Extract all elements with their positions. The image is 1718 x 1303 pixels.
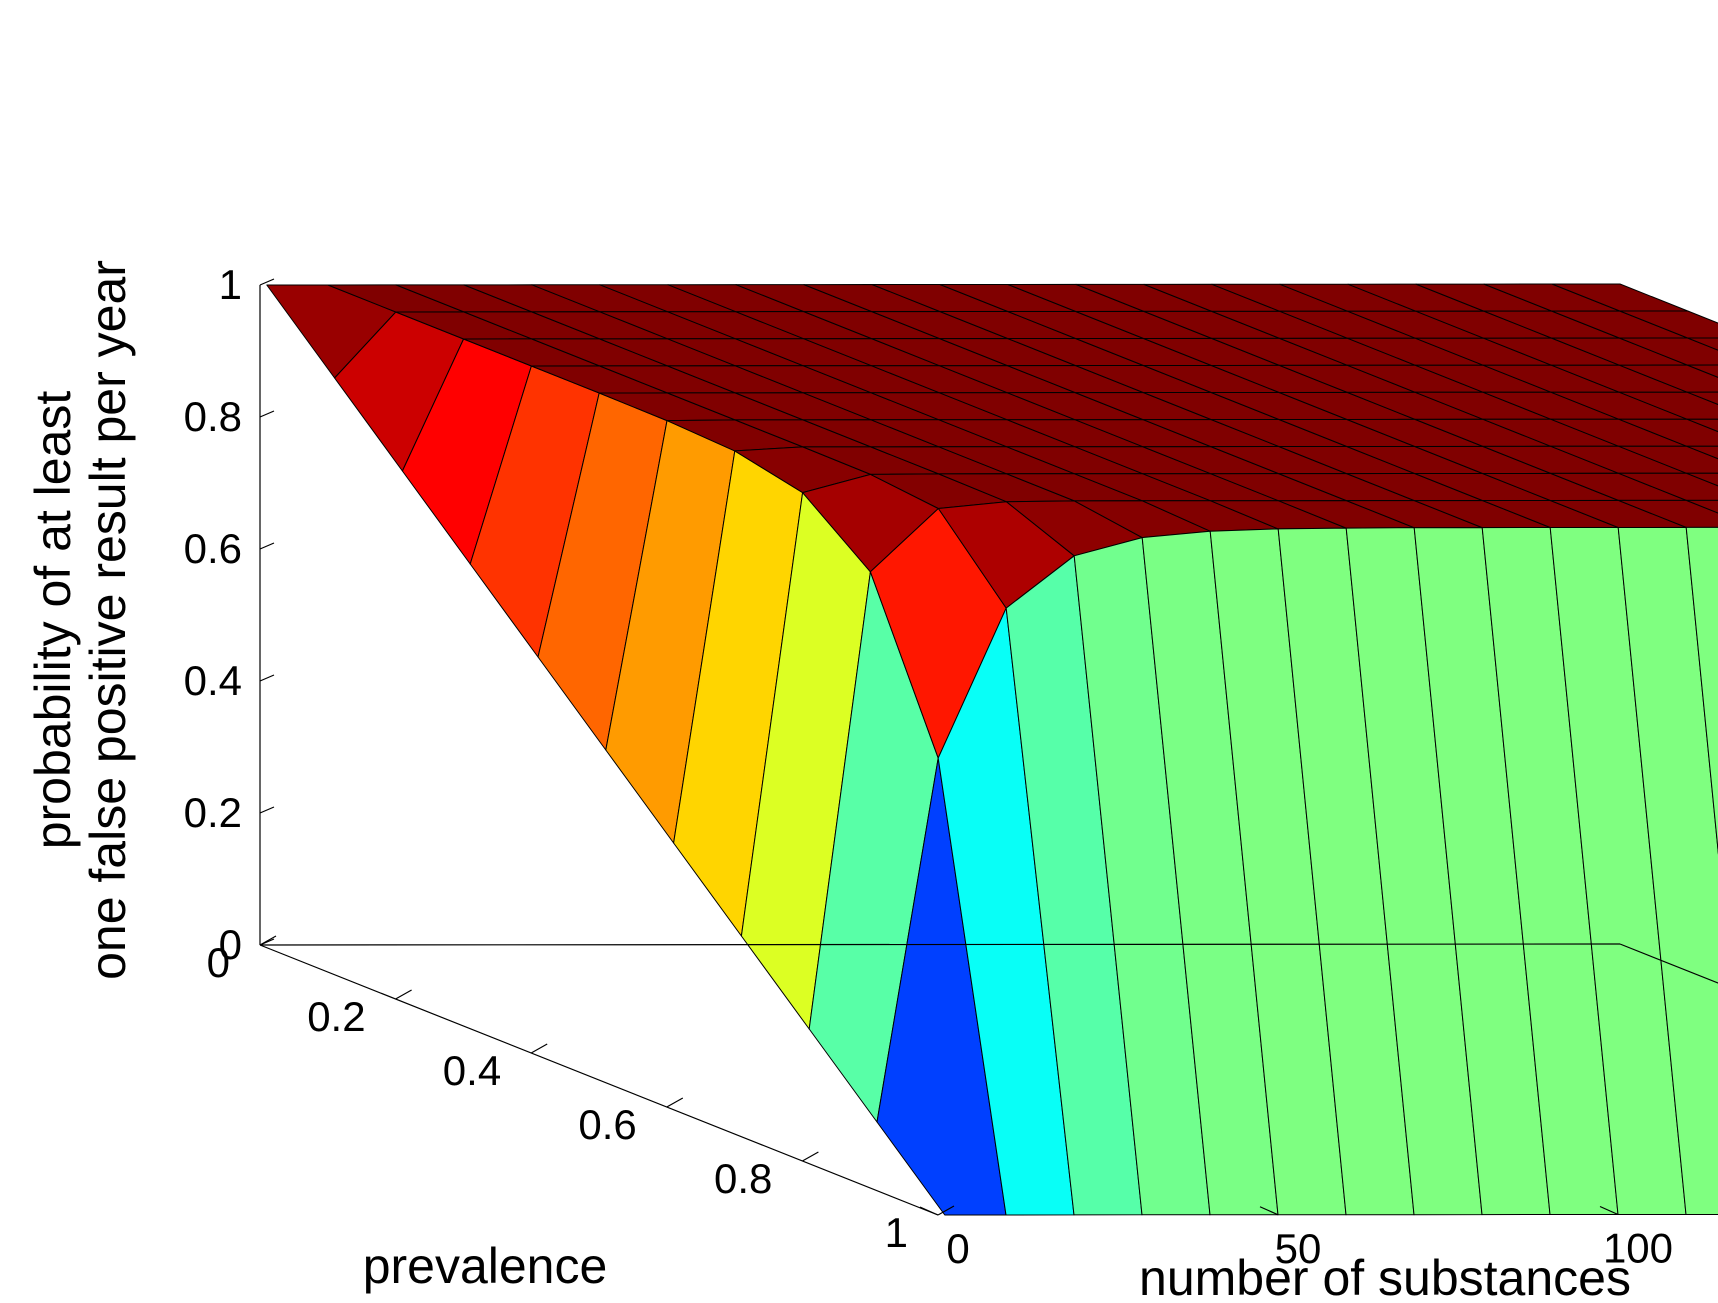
z-tick-label: 0 bbox=[219, 921, 242, 968]
y-tick bbox=[1599, 1205, 1619, 1216]
y-tick bbox=[919, 1206, 939, 1216]
y-tick-label: 50 bbox=[1275, 1225, 1322, 1272]
z-tick bbox=[259, 806, 275, 814]
x-tick-label: 0 bbox=[207, 939, 230, 986]
surface-patch bbox=[1619, 337, 1718, 366]
z-tick-label: 1 bbox=[219, 261, 242, 308]
surface-patch bbox=[1686, 364, 1718, 378]
surface-patch bbox=[1618, 364, 1718, 393]
axes-box-front bbox=[259, 943, 1718, 1216]
surface-patch bbox=[1617, 526, 1718, 1215]
x-tick-label: 1 bbox=[885, 1209, 908, 1256]
x-axis: 0 0.2 0.4 0.6 0.8 1 bbox=[207, 935, 955, 1256]
surface-patch bbox=[1687, 337, 1718, 351]
y-tick-label: 0 bbox=[946, 1225, 969, 1272]
x-tick bbox=[530, 1043, 548, 1054]
z-tick bbox=[259, 278, 275, 286]
z-tick-label: 0.2 bbox=[184, 789, 242, 836]
z-tick-label: 0.4 bbox=[184, 657, 242, 704]
surface-patch bbox=[1685, 499, 1718, 514]
y-axis: 050100150200 bbox=[919, 1205, 1673, 1272]
x-tick bbox=[259, 935, 277, 946]
surface-patch bbox=[1618, 418, 1718, 447]
x-tick-label: 0.6 bbox=[578, 1101, 636, 1148]
z-tick bbox=[259, 410, 275, 418]
surface-patch bbox=[1685, 526, 1718, 855]
surface-patch bbox=[1618, 445, 1718, 474]
z-axis: 0 0.2 0.4 0.6 0.8 1 bbox=[184, 261, 275, 968]
surface-patch bbox=[1618, 472, 1718, 501]
box-edge-substances bbox=[259, 943, 1621, 946]
x-tick-label: 0.2 bbox=[307, 993, 365, 1040]
z-tick bbox=[259, 542, 275, 550]
surface-patch bbox=[1618, 391, 1718, 420]
z-axis-label-line-2: one false positive result per year bbox=[80, 260, 136, 980]
surface-patch bbox=[1617, 499, 1718, 528]
x-tick bbox=[666, 1097, 684, 1108]
z-tick-label: 0.8 bbox=[184, 393, 242, 440]
surface-patch bbox=[1619, 310, 1718, 339]
x-tick bbox=[395, 989, 412, 1000]
x-tick-label: 0.4 bbox=[443, 1047, 501, 1094]
x-tick bbox=[802, 1151, 819, 1162]
z-tick-label: 0.6 bbox=[184, 525, 242, 572]
surface-patch bbox=[1686, 472, 1718, 487]
y-tick-label: 100 bbox=[1603, 1225, 1673, 1272]
x-tick bbox=[937, 1205, 955, 1216]
y-tick bbox=[1259, 1206, 1279, 1216]
x-axis-label: prevalence bbox=[363, 1238, 608, 1294]
x-tick-label: 0.8 bbox=[714, 1155, 772, 1202]
z-tick bbox=[259, 674, 275, 682]
box-edge-prevalence bbox=[259, 944, 939, 1216]
surface-patch bbox=[1686, 445, 1718, 460]
z-axis-label-line-1: probability of at least bbox=[25, 391, 81, 850]
surface-patch bbox=[1686, 391, 1718, 406]
surface-patch bbox=[1686, 418, 1718, 433]
y-axis-label: number of substances bbox=[1139, 1250, 1631, 1303]
surface-mesh bbox=[266, 283, 1718, 1216]
